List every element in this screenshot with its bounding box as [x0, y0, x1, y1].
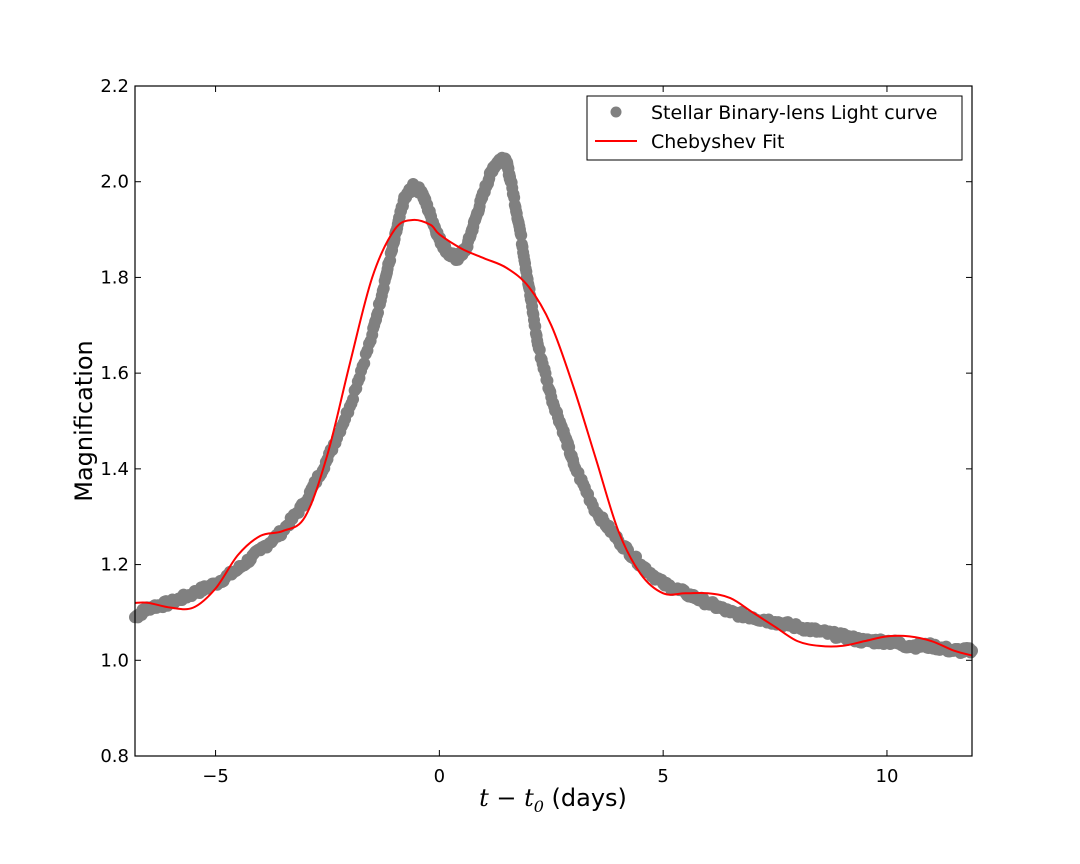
y-tick-label: 0.8 [100, 746, 129, 767]
y-tick-label: 2.2 [100, 76, 129, 97]
y-axis-label: Magnification [70, 340, 98, 502]
scatter-point [515, 229, 528, 242]
x-axis-label-subscript: 0 [534, 797, 544, 816]
x-axis-label-math: t − t [479, 784, 534, 812]
legend-label-scatter: Stellar Binary-lens Light curve [651, 102, 937, 124]
x-tick-label: 10 [876, 766, 899, 787]
series-line-chebyshev-fit [134, 218, 973, 657]
legend-marker-scatter [610, 106, 622, 118]
plot-content [129, 151, 978, 660]
series-scatter [129, 151, 978, 660]
y-tick-label: 1.4 [100, 459, 129, 480]
x-axis-label-units: (days) [544, 784, 627, 812]
y-tick-label: 2.0 [100, 172, 129, 193]
x-tick-label: −5 [202, 766, 229, 787]
y-tick-label: 1.0 [100, 650, 129, 671]
legend-label-line: Chebyshev Fit [651, 131, 785, 153]
plot-frame [134, 85, 973, 757]
y-tick-label: 1.8 [100, 267, 129, 288]
legend-box [586, 95, 963, 161]
axis-ticks: −5 0 5 10 0.8 1.0 1.2 1.4 1.6 1.8 2.0 2.2 [100, 76, 972, 787]
y-tick-label: 1.2 [100, 555, 129, 576]
legend: Stellar Binary-lens Light curve Chebyshe… [586, 95, 963, 161]
scatter-point [358, 357, 371, 370]
x-tick-label: 0 [434, 766, 445, 787]
x-axis-label: t − t0 (days) [479, 784, 627, 816]
y-tick-label: 1.6 [100, 363, 129, 384]
x-tick-label: 5 [657, 766, 668, 787]
